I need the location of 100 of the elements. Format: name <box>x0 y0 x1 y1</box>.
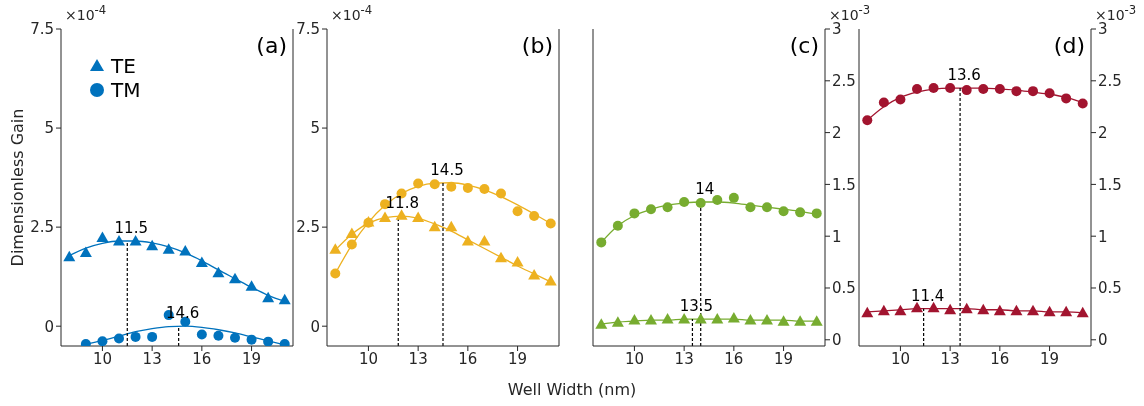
x-tick-label: 10 <box>890 349 910 368</box>
point <box>912 84 922 95</box>
point <box>712 194 723 205</box>
point <box>63 250 76 262</box>
text: ×10$^{-4}$ <box>65 3 107 23</box>
point <box>245 280 258 291</box>
x-axis-title: Well Width (nm) <box>506 380 638 399</box>
point <box>79 246 92 257</box>
point <box>1010 304 1023 316</box>
y-tick-label: 7.5 <box>30 20 54 39</box>
point <box>429 179 440 190</box>
point <box>544 275 557 286</box>
point <box>695 198 706 209</box>
point <box>495 251 507 263</box>
point <box>461 234 474 246</box>
point <box>744 314 757 325</box>
point <box>1060 305 1073 317</box>
text: ×10$^{-4}$ <box>331 3 373 23</box>
y-tick-label: 5 <box>310 119 320 138</box>
point <box>662 202 673 213</box>
point <box>596 237 607 248</box>
point <box>895 94 906 105</box>
chart-title: (c) <box>788 33 819 58</box>
point <box>195 256 208 267</box>
y-tick-label: 2 <box>1098 123 1108 142</box>
point <box>529 211 540 222</box>
point <box>961 85 972 96</box>
chart-title: (b) <box>520 33 553 58</box>
point <box>628 314 641 325</box>
point <box>96 231 109 242</box>
chart-title: (d) <box>1052 33 1085 58</box>
point <box>1076 306 1089 318</box>
point <box>162 243 175 254</box>
point <box>545 218 556 229</box>
point <box>345 227 358 238</box>
point <box>196 329 207 340</box>
x-tick-label: 16 <box>724 349 744 368</box>
point <box>346 239 357 250</box>
point <box>611 316 624 327</box>
point <box>861 306 874 318</box>
point <box>810 315 823 326</box>
point <box>395 209 408 220</box>
point <box>911 301 923 313</box>
point <box>727 312 740 323</box>
point <box>263 336 274 346</box>
point <box>146 239 159 251</box>
x-tick-label: 13 <box>940 349 960 368</box>
x-tick-label: 10 <box>92 349 112 368</box>
point <box>679 197 690 207</box>
y-tick-label: 0.5 <box>1098 279 1122 298</box>
x-tick-label: 13 <box>408 349 428 368</box>
point <box>612 220 623 231</box>
x-tick-label: 19 <box>508 349 528 368</box>
point <box>1028 86 1038 97</box>
point <box>246 334 257 345</box>
y-tick-label: 2.5 <box>296 218 320 237</box>
point <box>993 304 1006 316</box>
y-tick-label: 0 <box>44 317 54 336</box>
x-tick-label: 16 <box>458 349 478 368</box>
point <box>428 220 441 232</box>
y-tick-label: 2.5 <box>1098 72 1122 91</box>
point <box>977 303 990 315</box>
y-tick-label: 1.5 <box>1098 175 1122 194</box>
y-tick-label: 1.5 <box>832 175 856 194</box>
point <box>479 184 490 195</box>
point <box>928 83 939 94</box>
point <box>778 206 789 217</box>
point <box>811 208 822 219</box>
point <box>130 331 141 342</box>
point <box>129 234 142 246</box>
y-axis-title: Dimensionless Gain <box>7 108 27 267</box>
x-tick-label: 16 <box>990 349 1010 368</box>
point <box>512 206 523 217</box>
point <box>478 234 491 246</box>
point <box>728 192 739 203</box>
point <box>262 291 275 303</box>
annotation: 11.5 <box>114 218 148 237</box>
y-tick-label: 1 <box>832 227 842 246</box>
point <box>646 204 656 215</box>
y-tick-label: 7.5 <box>296 20 320 39</box>
x-tick-label: 19 <box>242 349 262 368</box>
chart-title: (a) <box>255 33 287 58</box>
point <box>496 188 506 199</box>
point <box>761 314 773 325</box>
y-tick-label: 5 <box>44 119 54 138</box>
point <box>762 202 772 213</box>
point <box>960 302 973 314</box>
annotation: 11.4 <box>910 286 945 305</box>
point <box>528 269 541 280</box>
point <box>711 313 724 324</box>
point <box>945 83 956 94</box>
point <box>230 332 240 343</box>
text: ×10$^{-3}$ <box>1095 3 1137 23</box>
point <box>1061 93 1072 104</box>
point <box>1077 98 1088 109</box>
point <box>97 336 108 346</box>
y-tick-label: 0 <box>310 317 320 336</box>
point <box>330 268 341 279</box>
point <box>212 266 225 278</box>
point <box>629 208 640 219</box>
